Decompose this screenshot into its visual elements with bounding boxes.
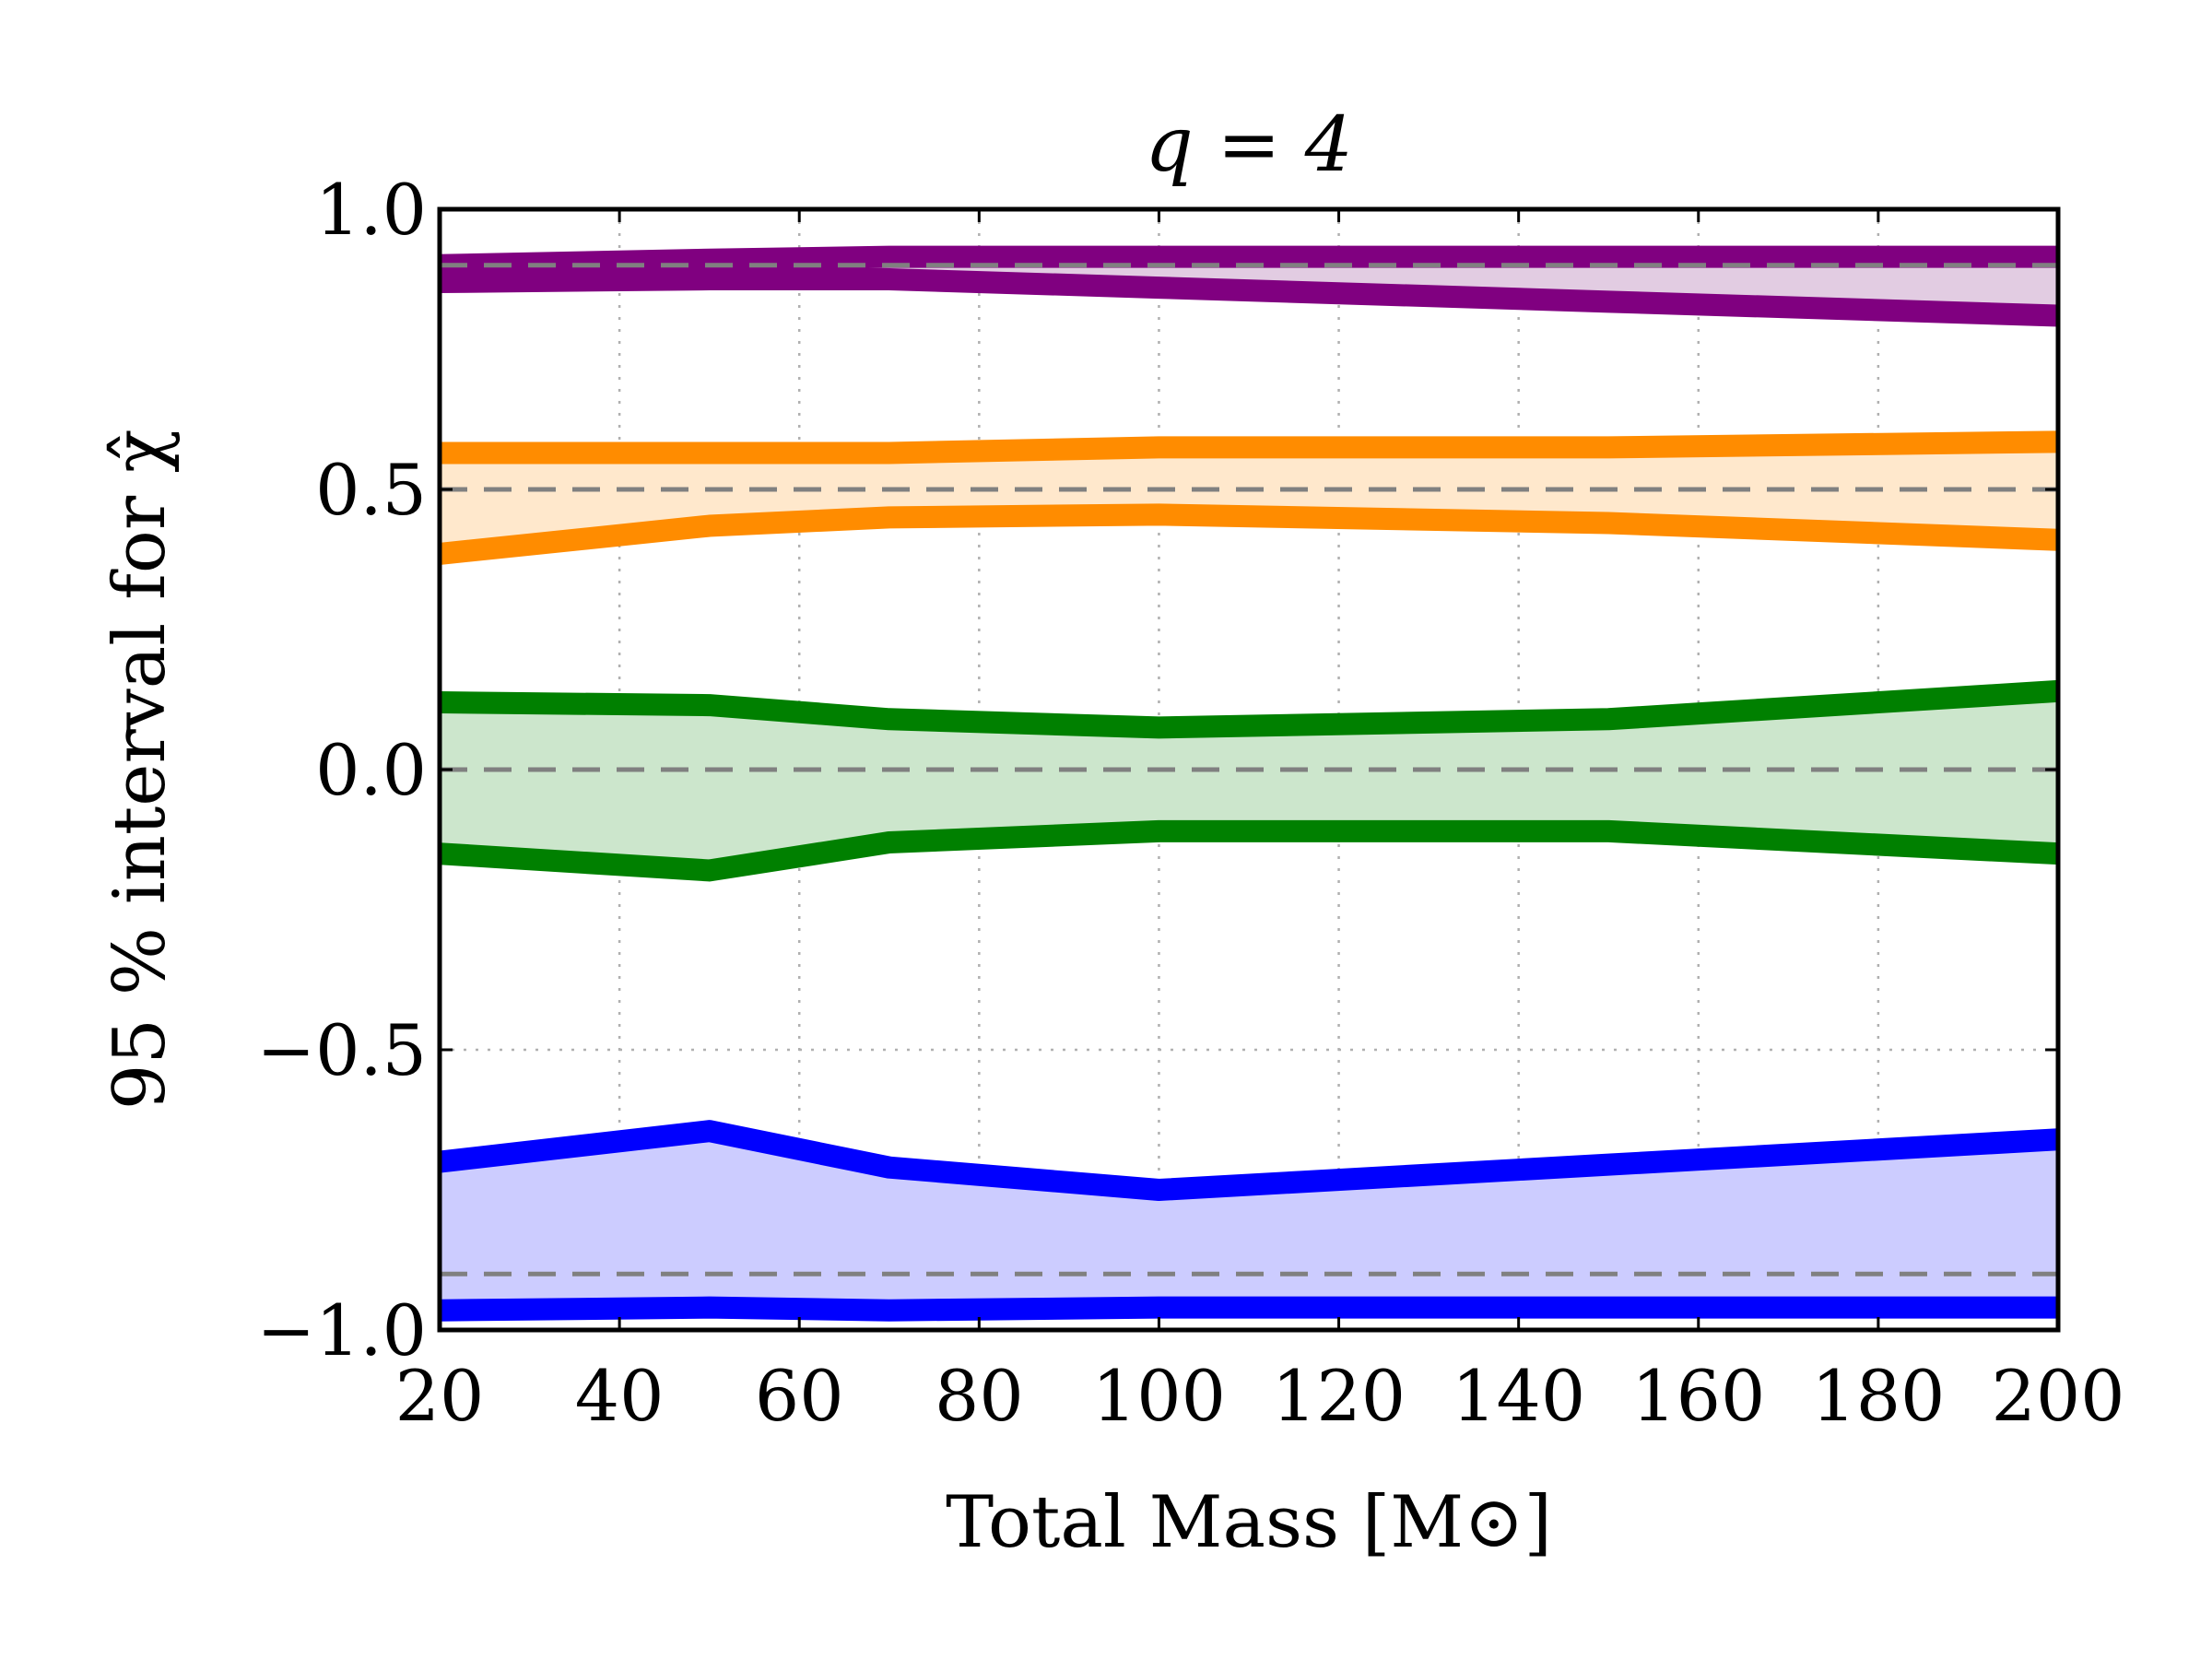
upper-bound-line: [440, 430, 2058, 465]
lower-bound-line: [440, 503, 2058, 565]
interval-band: [440, 441, 2058, 554]
x-tick-label: 80: [935, 1355, 1024, 1437]
y-axis-label: 95 % interval for χ̂: [99, 429, 182, 1110]
chart-title: q = 4: [1145, 101, 1353, 189]
lower-bound-line: [440, 268, 2058, 327]
lower-bound-line: [440, 819, 2058, 882]
x-tick-label: 180: [1811, 1355, 1945, 1437]
interval-band: [440, 1131, 2058, 1311]
lower-bound-line: [440, 1296, 2058, 1322]
x-axis-label: Total Mass [M⊙]: [946, 1481, 1552, 1564]
y-tick-label: 0.5: [315, 449, 427, 531]
x-tick-labels: 20 40 60 80 100 120 140 160 180 200: [395, 1355, 2125, 1437]
axis-ticks: [438, 207, 2060, 1332]
y-tick-labels: −1.0 −0.5 0.0 0.5 1.0: [256, 169, 427, 1371]
y-tick-label: 0.0: [315, 729, 427, 811]
x-tick-label: 160: [1631, 1355, 1765, 1437]
x-tick-label: 60: [755, 1355, 844, 1437]
upper-bound-line: [440, 245, 2058, 276]
y-tick-label: 1.0: [315, 169, 427, 251]
x-tick-label: 200: [1991, 1355, 2124, 1437]
x-tick-label: 140: [1452, 1355, 1585, 1437]
x-tick-label: 20: [395, 1355, 485, 1437]
upper-bound-line: [440, 679, 2058, 739]
x-tick-label: 120: [1272, 1355, 1406, 1437]
y-tick-label: −0.5: [256, 1009, 427, 1091]
true-value-lines: [440, 263, 2058, 1277]
upper-bound-line: [440, 1120, 2058, 1201]
x-tick-label: 100: [1092, 1355, 1226, 1437]
plot-area: [440, 245, 2058, 1322]
y-tick-label: −1.0: [256, 1289, 427, 1371]
x-tick-label: 40: [575, 1355, 665, 1437]
